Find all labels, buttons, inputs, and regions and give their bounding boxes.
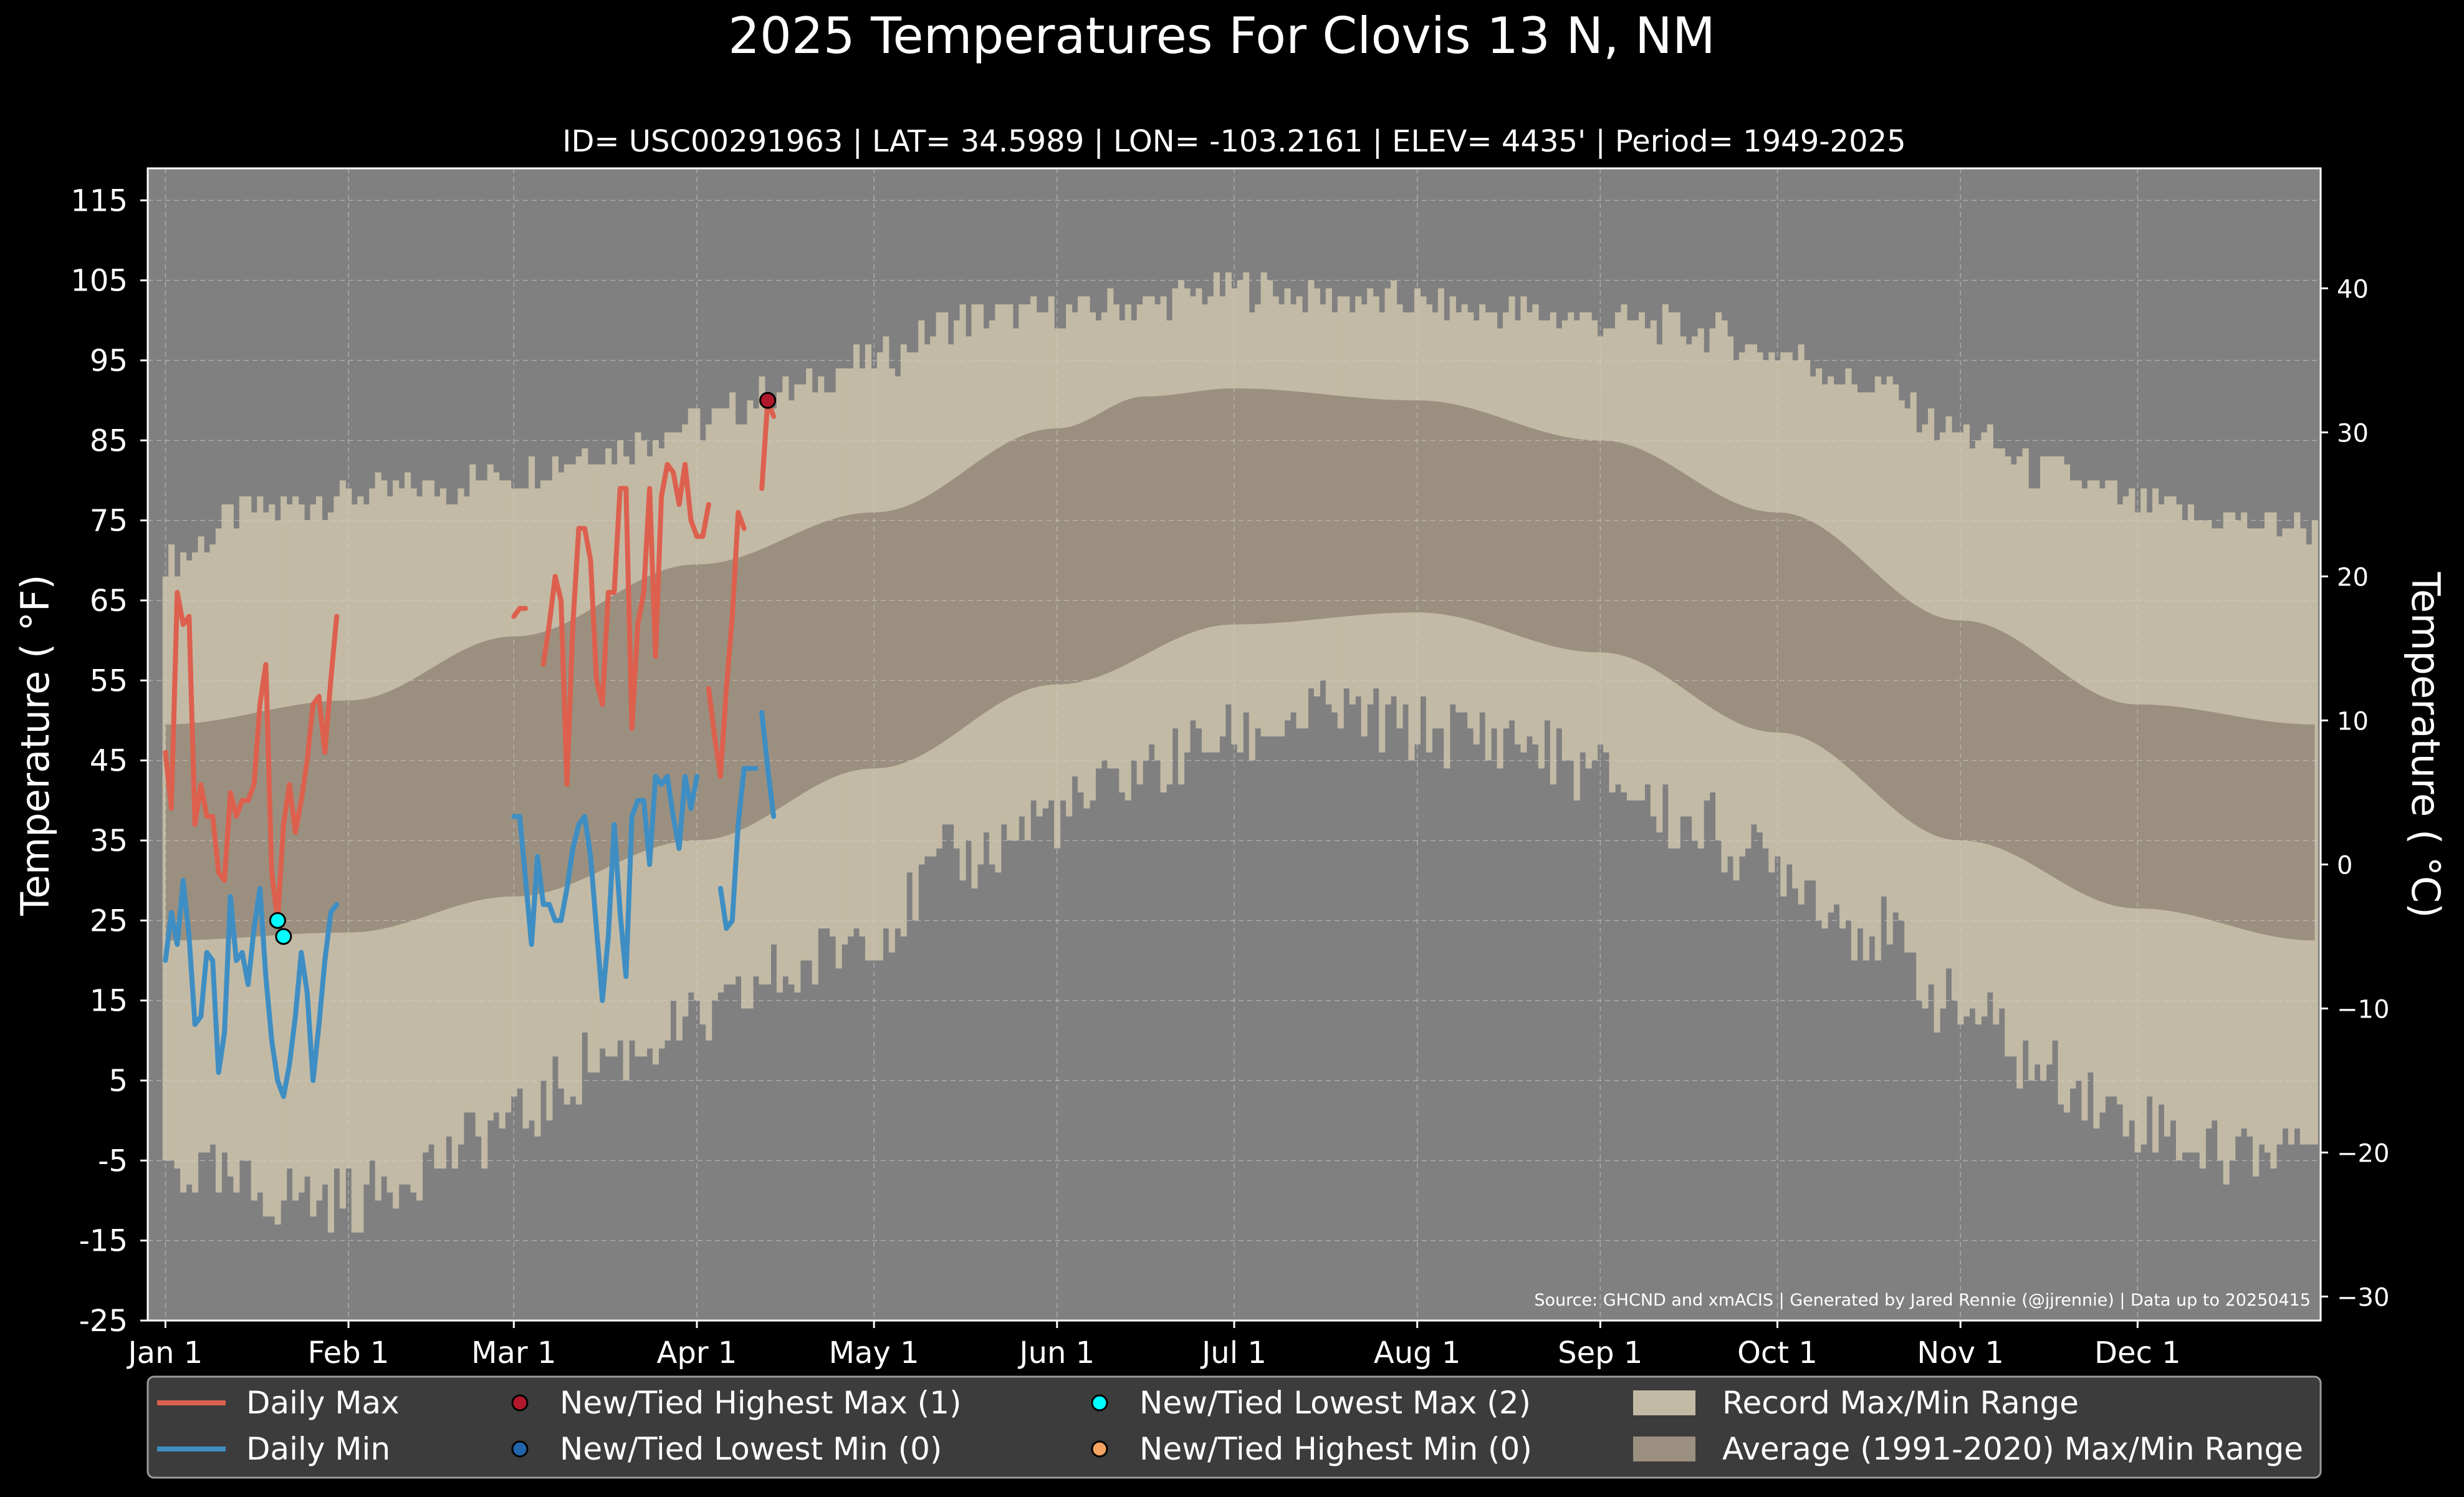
daily-min-line bbox=[163, 878, 340, 1099]
x-tick-label: Mar 1 bbox=[471, 1336, 556, 1370]
y-tick-label-left: 95 bbox=[90, 344, 128, 378]
y-tick-label-left: -15 bbox=[79, 1224, 128, 1259]
y-tick-label-right: −10 bbox=[2337, 996, 2389, 1024]
x-tick-label: Jun 1 bbox=[1017, 1336, 1095, 1370]
legend-swatch-marker bbox=[511, 1440, 529, 1458]
record-marker-lowest-max bbox=[269, 912, 286, 929]
y-tick-label-right: 30 bbox=[2337, 420, 2369, 448]
x-tick-label: Sep 1 bbox=[1558, 1336, 1642, 1370]
y-tick-label-left: 85 bbox=[90, 423, 128, 458]
legend-label: Record Max/Min Range bbox=[1722, 1385, 2079, 1421]
x-tick-label: Jan 1 bbox=[127, 1336, 203, 1370]
legend-swatch-marker bbox=[511, 1394, 529, 1412]
y-axis-label-right: Temperature ( °C) bbox=[2403, 572, 2448, 918]
daily-min-line bbox=[511, 774, 699, 1003]
legend-label: New/Tied Lowest Min (0) bbox=[560, 1431, 942, 1467]
x-tick-label: Apr 1 bbox=[657, 1336, 737, 1370]
daily-min-line bbox=[759, 710, 777, 819]
axes: 115 105 95 85 75 65 55 45 35 25 15 5 -5 -15 -25 40 30 20 1… bbox=[70, 167, 2389, 1370]
y-tick-label-left: 35 bbox=[90, 824, 128, 859]
daily-max-line bbox=[706, 509, 747, 779]
y-tick-label-right: −30 bbox=[2337, 1284, 2389, 1312]
legend: Daily Max Daily Min New/Tied Highest Max (… bbox=[146, 1375, 2322, 1479]
legend-label: New/Tied Highest Min (0) bbox=[1139, 1431, 1532, 1467]
source-text: Source: GHCND and xmACIS | Generated by … bbox=[1534, 1291, 2311, 1310]
y-axis-label-left: Temperature ( °F) bbox=[12, 574, 58, 916]
x-tick-label: Oct 1 bbox=[1737, 1336, 1818, 1370]
legend-label: Daily Max bbox=[246, 1385, 400, 1421]
y-tick-label-right: 40 bbox=[2337, 276, 2369, 304]
y-tick-label-left: 5 bbox=[108, 1064, 128, 1099]
y-tick-label-left: 55 bbox=[90, 663, 128, 698]
y-tick-label-left: 45 bbox=[90, 744, 128, 779]
legend-box bbox=[146, 1375, 2322, 1479]
y-tick-label-left: 115 bbox=[70, 183, 128, 218]
daily-min-line bbox=[717, 766, 759, 931]
legend-label: Daily Min bbox=[246, 1431, 390, 1467]
chart-subtitle: ID= USC00291963 | LAT= 34.5989 | LON= -1… bbox=[562, 124, 1906, 159]
daily-max-line bbox=[511, 605, 529, 619]
record-range-bar bbox=[2311, 520, 2318, 1145]
legend-swatch-patch bbox=[1633, 1437, 1695, 1461]
legend-label: Average (1991-2020) Max/Min Range bbox=[1722, 1431, 2303, 1467]
y-tick-label-right: −20 bbox=[2337, 1140, 2389, 1168]
chart-title: 2025 Temperatures For Clovis 13 N, NM bbox=[728, 7, 1715, 65]
x-tick-label: Aug 1 bbox=[1374, 1336, 1461, 1370]
y-tick-label-left: 25 bbox=[90, 903, 128, 938]
y-tick-label-left: 15 bbox=[90, 984, 128, 1019]
y-tick-label-left: -5 bbox=[98, 1143, 128, 1178]
daily-max-line bbox=[163, 590, 340, 923]
legend-label: New/Tied Highest Max (1) bbox=[560, 1385, 962, 1421]
legend-label: New/Tied Lowest Max (2) bbox=[1139, 1385, 1531, 1421]
record-marker-highest-max bbox=[759, 392, 777, 409]
y-tick-label-left: -25 bbox=[79, 1304, 128, 1339]
legend-swatch-patch bbox=[1633, 1390, 1695, 1415]
x-tick-label: Jul 1 bbox=[1200, 1336, 1267, 1370]
y-tick-label-left: 65 bbox=[90, 584, 128, 619]
legend-swatch-marker bbox=[1091, 1440, 1108, 1458]
x-tick-label: Dec 1 bbox=[2094, 1336, 2181, 1370]
y-tick-label-right: 20 bbox=[2337, 564, 2369, 592]
record-marker-lowest-max bbox=[275, 928, 292, 945]
y-tick-label-right: 0 bbox=[2337, 852, 2352, 880]
plot-area: Source: GHCND and xmACIS | Generated by … bbox=[148, 168, 2321, 1321]
legend-swatch-marker bbox=[1091, 1394, 1108, 1412]
x-tick-label: Feb 1 bbox=[308, 1336, 390, 1370]
y-tick-label-right: 10 bbox=[2337, 708, 2369, 736]
x-tick-label: Nov 1 bbox=[1917, 1336, 2003, 1370]
daily-max-line bbox=[540, 461, 711, 787]
y-tick-label-left: 105 bbox=[70, 264, 128, 299]
y-tick-label-left: 75 bbox=[90, 504, 128, 539]
x-tick-label: May 1 bbox=[829, 1336, 919, 1370]
